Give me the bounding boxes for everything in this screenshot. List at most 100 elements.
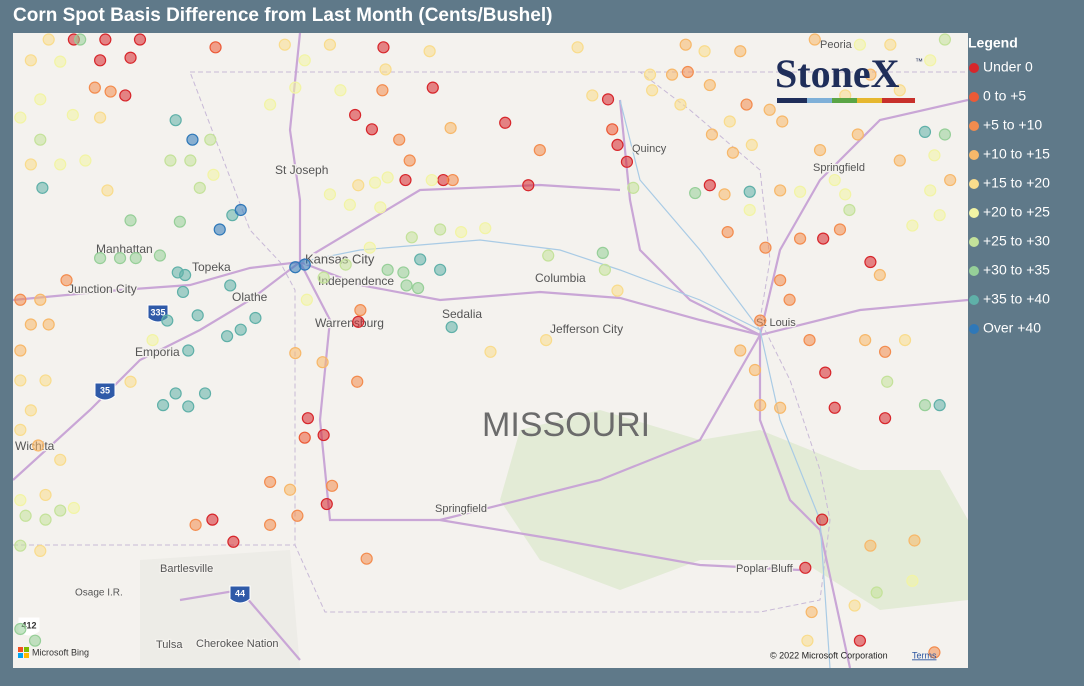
- location-point[interactable]: [182, 400, 195, 413]
- location-point[interactable]: [32, 439, 45, 452]
- location-point[interactable]: [54, 453, 67, 466]
- location-point[interactable]: [793, 232, 807, 245]
- location-point[interactable]: [374, 201, 387, 214]
- location-point[interactable]: [851, 128, 864, 141]
- location-point[interactable]: [484, 345, 497, 358]
- location-point[interactable]: [101, 184, 114, 197]
- location-point[interactable]: [249, 311, 262, 325]
- location-point[interactable]: [776, 115, 789, 128]
- location-point[interactable]: [24, 404, 37, 417]
- legend-marker[interactable]: [969, 266, 979, 276]
- location-point[interactable]: [839, 188, 852, 201]
- location-point[interactable]: [743, 185, 756, 198]
- location-point[interactable]: [207, 168, 220, 181]
- location-point[interactable]: [816, 513, 829, 526]
- location-point[interactable]: [227, 535, 240, 548]
- location-point[interactable]: [596, 246, 609, 260]
- legend-label[interactable]: Over +40: [983, 320, 1041, 336]
- legend-marker[interactable]: [969, 92, 979, 102]
- location-point[interactable]: [213, 223, 226, 236]
- location-point[interactable]: [88, 81, 101, 94]
- location-point[interactable]: [191, 309, 204, 322]
- location-point[interactable]: [799, 561, 812, 574]
- location-point[interactable]: [881, 375, 894, 388]
- location-point[interactable]: [209, 41, 222, 54]
- location-point[interactable]: [234, 203, 247, 217]
- location-point[interactable]: [906, 574, 919, 587]
- location-point[interactable]: [298, 258, 311, 271]
- location-point[interactable]: [14, 344, 27, 357]
- location-point[interactable]: [853, 634, 867, 647]
- location-point[interactable]: [745, 138, 758, 152]
- location-point[interactable]: [289, 81, 302, 94]
- location-point[interactable]: [36, 181, 49, 194]
- location-point[interactable]: [805, 605, 818, 619]
- location-point[interactable]: [726, 146, 740, 159]
- location-point[interactable]: [381, 263, 394, 276]
- location-point[interactable]: [24, 158, 37, 171]
- location-point[interactable]: [817, 232, 830, 245]
- location-point[interactable]: [403, 154, 416, 167]
- location-point[interactable]: [774, 401, 787, 414]
- location-point[interactable]: [182, 344, 195, 357]
- location-point[interactable]: [938, 128, 952, 141]
- location-point[interactable]: [66, 108, 79, 122]
- location-point[interactable]: [94, 111, 107, 124]
- location-point[interactable]: [928, 646, 941, 659]
- legend-marker[interactable]: [969, 121, 979, 131]
- location-point[interactable]: [754, 399, 767, 412]
- legend-marker[interactable]: [969, 208, 979, 218]
- location-point[interactable]: [14, 293, 27, 306]
- location-point[interactable]: [674, 98, 687, 111]
- location-point[interactable]: [938, 33, 952, 46]
- location-point[interactable]: [343, 198, 356, 211]
- location-point[interactable]: [759, 241, 772, 254]
- location-point[interactable]: [774, 274, 787, 287]
- location-point[interactable]: [734, 344, 747, 357]
- location-point[interactable]: [533, 144, 546, 157]
- location-point[interactable]: [323, 188, 337, 201]
- location-point[interactable]: [908, 534, 921, 547]
- location-point[interactable]: [349, 108, 362, 122]
- location-point[interactable]: [376, 84, 389, 97]
- location-point[interactable]: [853, 38, 867, 51]
- location-point[interactable]: [878, 345, 892, 358]
- location-point[interactable]: [928, 149, 941, 162]
- location-point[interactable]: [620, 155, 634, 168]
- location-point[interactable]: [445, 320, 458, 334]
- location-point[interactable]: [434, 263, 447, 276]
- legend-label[interactable]: 0 to +5: [983, 88, 1026, 104]
- location-point[interactable]: [352, 315, 365, 328]
- location-point[interactable]: [813, 144, 827, 157]
- location-point[interactable]: [734, 45, 747, 58]
- location-point[interactable]: [864, 68, 877, 81]
- location-point[interactable]: [39, 488, 52, 502]
- location-point[interactable]: [425, 173, 438, 187]
- location-point[interactable]: [79, 154, 92, 167]
- location-point[interactable]: [14, 494, 27, 507]
- location-point[interactable]: [828, 173, 841, 187]
- location-point[interactable]: [184, 154, 197, 167]
- location-point[interactable]: [300, 293, 313, 306]
- location-point[interactable]: [360, 552, 373, 565]
- location-point[interactable]: [793, 185, 807, 198]
- location-point[interactable]: [54, 55, 67, 68]
- location-point[interactable]: [870, 586, 883, 599]
- location-point[interactable]: [748, 363, 762, 377]
- location-point[interactable]: [169, 387, 182, 400]
- legend-label[interactable]: +10 to +15: [983, 146, 1050, 162]
- location-point[interactable]: [14, 622, 27, 636]
- legend-label[interactable]: +5 to +10: [983, 117, 1042, 133]
- location-point[interactable]: [743, 203, 756, 217]
- location-point[interactable]: [801, 634, 814, 647]
- location-point[interactable]: [414, 253, 427, 266]
- location-point[interactable]: [864, 539, 877, 552]
- location-point[interactable]: [828, 401, 841, 414]
- location-point[interactable]: [848, 599, 861, 612]
- location-point[interactable]: [298, 431, 311, 444]
- location-point[interactable]: [808, 33, 821, 46]
- location-point[interactable]: [411, 281, 425, 295]
- legend-label[interactable]: +35 to +40: [983, 291, 1050, 307]
- location-point[interactable]: [224, 279, 237, 292]
